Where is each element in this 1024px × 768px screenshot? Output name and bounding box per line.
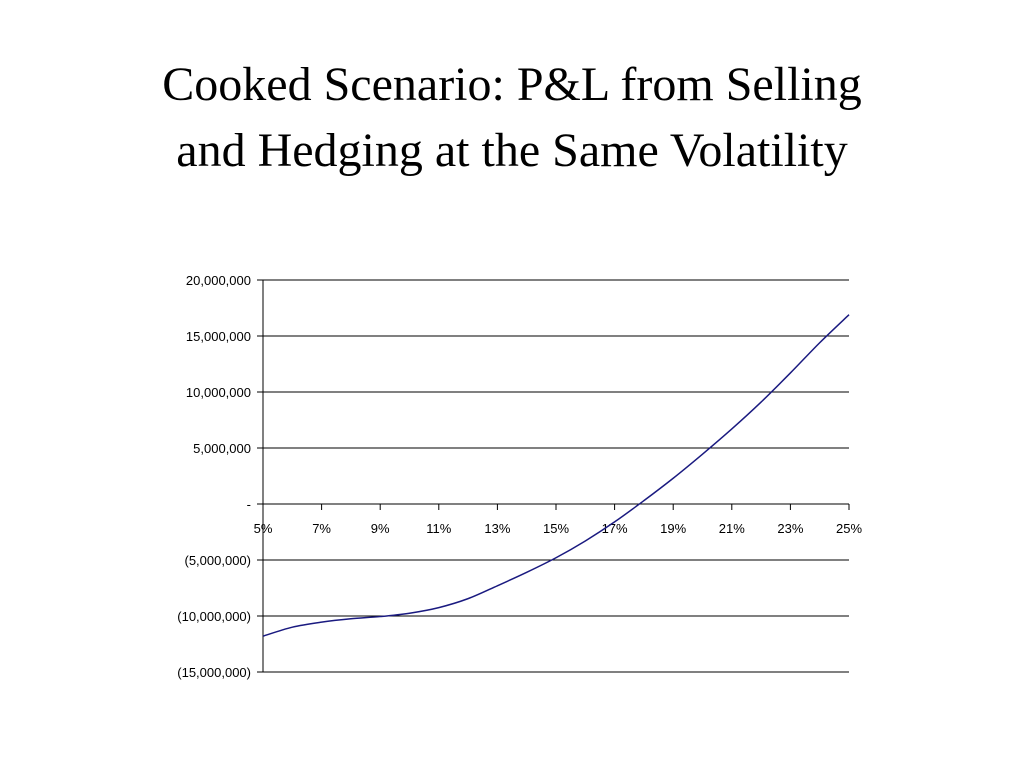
slide-title: Cooked Scenario: P&L from Selling and He…	[0, 52, 1024, 184]
slide-title-line-2: and Hedging at the Same Volatility	[176, 124, 848, 177]
x-tick-label-7: 19%	[660, 521, 686, 536]
x-tick-label-6: 17%	[602, 521, 628, 536]
y-tick-label-6: (10,000,000)	[177, 609, 251, 624]
y-tick-label-3: 5,000,000	[193, 441, 251, 456]
slide-title-line-1: Cooked Scenario: P&L from Selling	[162, 58, 862, 111]
y-tick-label-0: 20,000,000	[186, 273, 251, 288]
axes	[257, 279, 850, 673]
x-tick-label-0: 5%	[254, 521, 273, 536]
series-layer	[262, 314, 850, 637]
x-tick-label-4: 13%	[484, 521, 510, 536]
x-tick-label-9: 23%	[777, 521, 803, 536]
x-tick-label-8: 21%	[719, 521, 745, 536]
y-tick-label-4: -	[247, 497, 251, 512]
y-tick-label-5: (5,000,000)	[185, 553, 252, 568]
series-line-0	[262, 314, 850, 637]
gridlines	[263, 279, 849, 673]
y-tick-label-7: (15,000,000)	[177, 665, 251, 680]
x-tick-label-2: 9%	[371, 521, 390, 536]
x-tick-label-1: 7%	[312, 521, 331, 536]
y-tick-label-2: 10,000,000	[186, 385, 251, 400]
x-tick-label-5: 15%	[543, 521, 569, 536]
x-tick-label-10: 25%	[836, 521, 862, 536]
y-tick-labels: 20,000,000 15,000,000 10,000,000 5,000,000 -…	[177, 273, 251, 680]
y-tick-label-1: 15,000,000	[186, 329, 251, 344]
x-tick-labels: 5% 7% 9% 11% 13% 15% 17% 19% 21% 23% 25%	[254, 521, 863, 536]
x-tick-label-3: 11%	[426, 521, 451, 536]
